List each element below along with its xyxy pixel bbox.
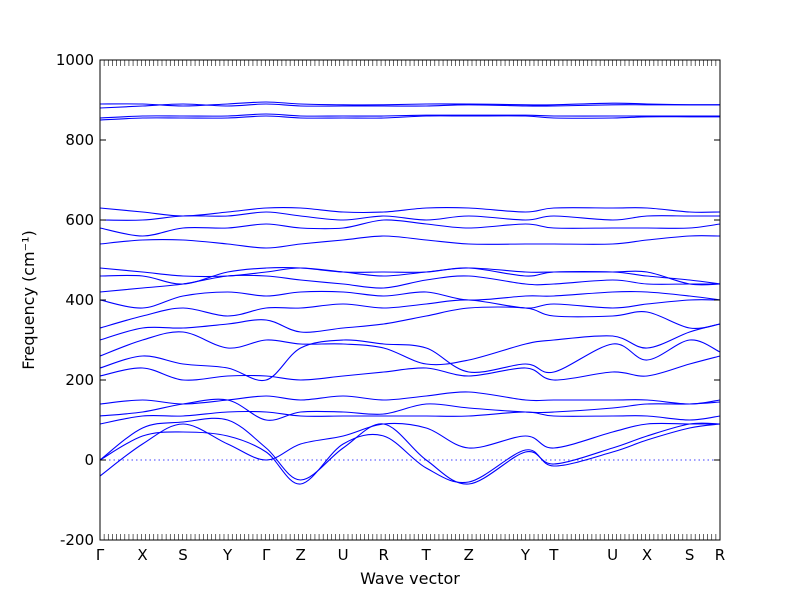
y-tick-label: 400: [65, 291, 94, 309]
band-line: [99, 423, 721, 485]
y-tick-label: 1000: [56, 51, 94, 69]
band-line: [99, 306, 721, 341]
x-tick-label: Y: [222, 546, 233, 564]
x-axis-label: Wave vector: [360, 569, 460, 588]
x-tick-label: T: [548, 546, 559, 564]
x-tick-label: S: [685, 546, 695, 564]
band-line: [99, 410, 721, 425]
band-line: [99, 398, 721, 421]
x-tick-label: U: [338, 546, 349, 564]
x-tick-label: T: [421, 546, 432, 564]
band-line: [99, 290, 721, 309]
x-tick-label: X: [642, 546, 652, 564]
band-line: [99, 235, 721, 249]
band-line: [99, 422, 720, 477]
x-tick-label: R: [715, 546, 725, 564]
band-line: [99, 115, 720, 121]
band-line: [99, 219, 721, 237]
x-tick-label: U: [607, 546, 618, 564]
band-line: [99, 355, 721, 381]
x-minor-ticks: [99, 60, 721, 540]
x-tick-label: Γ: [262, 546, 271, 564]
band-line: [99, 206, 721, 217]
band-line: [99, 323, 721, 366]
y-tick-label: 800: [65, 131, 94, 149]
y-tick-label: -200: [60, 531, 94, 549]
x-tick-label: Z: [464, 546, 474, 564]
band-line: [99, 391, 721, 405]
band-lines: [99, 101, 721, 485]
band-line: [99, 417, 721, 485]
x-tick-label: Z: [295, 546, 305, 564]
band-line: [99, 266, 721, 285]
band-line: [99, 274, 720, 293]
plot-frame: [99, 59, 721, 541]
y-tick-label: 0: [84, 451, 94, 469]
x-tick-label: R: [378, 546, 388, 564]
x-tick-label: Γ: [96, 546, 105, 564]
band-line: [99, 113, 720, 119]
band-line: [99, 101, 721, 107]
band-line: [99, 211, 720, 221]
y-tick-label: 600: [65, 211, 94, 229]
y-tick-label: 200: [65, 371, 94, 389]
band-line: [99, 267, 721, 286]
y-axis: -200 0 200 400 600 800 1000: [56, 51, 720, 549]
y-axis-label: Frequency (cm⁻¹): [19, 230, 38, 369]
x-tick-label: S: [178, 546, 188, 564]
band-line: [99, 299, 721, 329]
x-tick-label: X: [137, 546, 147, 564]
x-tick-label: Y: [520, 546, 531, 564]
band-line: [99, 339, 721, 382]
